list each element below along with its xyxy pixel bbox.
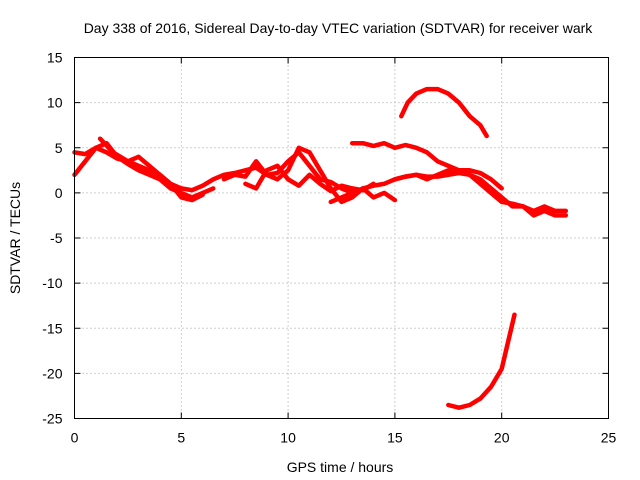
y-tick-label: 15 (47, 50, 63, 66)
y-tick-label: 5 (55, 140, 63, 156)
y-tick-label: -15 (42, 320, 62, 336)
y-tick-label: -20 (42, 365, 62, 381)
x-tick-label: 20 (494, 430, 510, 446)
chart-title: Day 338 of 2016, Sidereal Day-to-day VTE… (84, 20, 594, 36)
x-axis-title: GPS time / hours (287, 459, 394, 475)
satellite-track-j-line (446, 312, 517, 410)
y-tick-label: -5 (50, 230, 63, 246)
satellite-track-d-line (221, 145, 398, 205)
x-tick-label: 15 (387, 430, 403, 446)
x-tick-label: 10 (280, 430, 296, 446)
satellite-track-c-line (97, 136, 205, 203)
x-tick-label: 25 (601, 430, 617, 446)
series-group (72, 86, 569, 410)
x-tick-label: 5 (177, 430, 185, 446)
y-tick-label: 10 (47, 95, 63, 111)
y-tick-label: -25 (42, 411, 62, 427)
y-tick-label: 0 (55, 185, 63, 201)
satellite-track-e-line (243, 163, 376, 194)
satellite-track-g-line (392, 168, 569, 218)
axis-ticks: 0 5 10 15 20 25 15 10 5 0 -5 -10 -15 -20 -25 (42, 50, 616, 446)
satellite-track-h-line (349, 140, 504, 191)
y-axis-title: SDTVAR / TECUs (7, 182, 23, 294)
satellite-track-i-line (399, 86, 489, 139)
y-tick-label: -10 (42, 275, 62, 291)
satellite-track-b-line (72, 140, 216, 200)
x-tick-label: 0 (71, 430, 79, 446)
grid (74, 57, 609, 419)
